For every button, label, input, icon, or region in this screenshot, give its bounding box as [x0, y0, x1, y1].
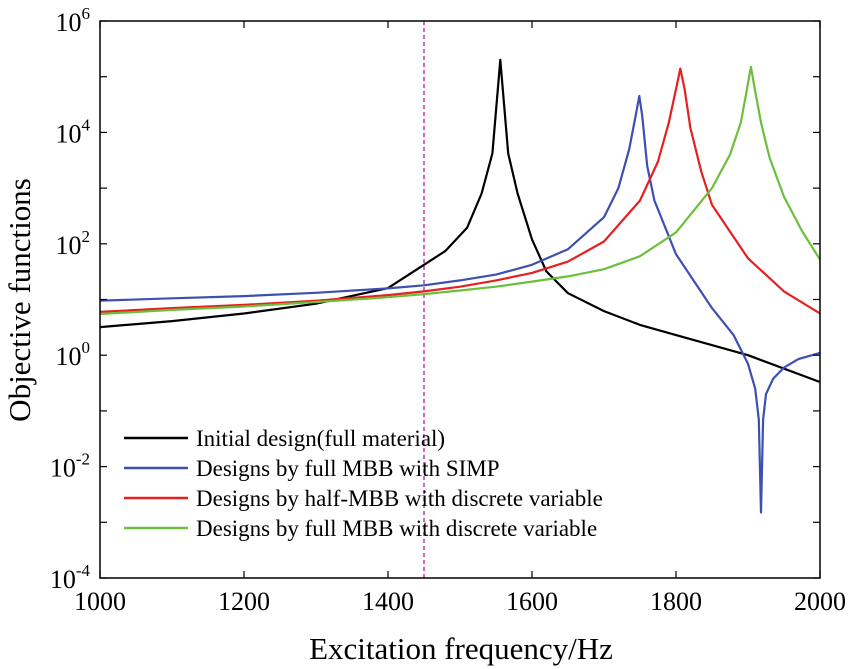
axes: 1000 1200 1400 1600 1800 2000 10-4 10-2 100 102 10…	[50, 4, 846, 616]
legend-label: Designs by half-MBB with discrete variab…	[196, 486, 603, 511]
legend: Initial design(full material) Designs by …	[124, 426, 603, 541]
legend-label: Designs by full MBB with SIMP	[196, 456, 500, 481]
x-tick-label: 1000	[74, 587, 126, 616]
legend-label: Designs by full MBB with discrete variab…	[196, 516, 597, 541]
x-tick-label: 1800	[650, 587, 702, 616]
legend-item-2: Designs by full MBB with SIMP	[124, 456, 500, 481]
y-tick-label: 106	[56, 4, 91, 37]
y-tick-label: 102	[56, 227, 91, 260]
y-tick-label: 10-2	[50, 450, 90, 483]
x-tick-label: 1200	[218, 587, 270, 616]
legend-item-3: Designs by half-MBB with discrete variab…	[124, 486, 603, 511]
series-line-1	[100, 58, 820, 384]
x-tick-label: 1600	[506, 587, 558, 616]
x-tick-label: 1400	[362, 587, 414, 616]
legend-item-4: Designs by full MBB with discrete variab…	[124, 516, 597, 541]
series-line-2	[100, 94, 820, 514]
legend-item-1: Initial design(full material)	[124, 426, 445, 451]
legend-label: Initial design(full material)	[196, 426, 445, 451]
y-axis-label: Objective functions	[2, 178, 37, 422]
y-tick-label: 100	[56, 338, 91, 371]
series-lines	[100, 58, 820, 514]
y-tick-label: 104	[56, 115, 91, 148]
series-line-3	[100, 67, 820, 315]
y-tick-label: 10-4	[50, 561, 91, 594]
x-tick-label: 2000	[794, 587, 846, 616]
x-axis-label: Excitation frequency/Hz	[309, 631, 613, 666]
series-line-4	[100, 65, 820, 316]
